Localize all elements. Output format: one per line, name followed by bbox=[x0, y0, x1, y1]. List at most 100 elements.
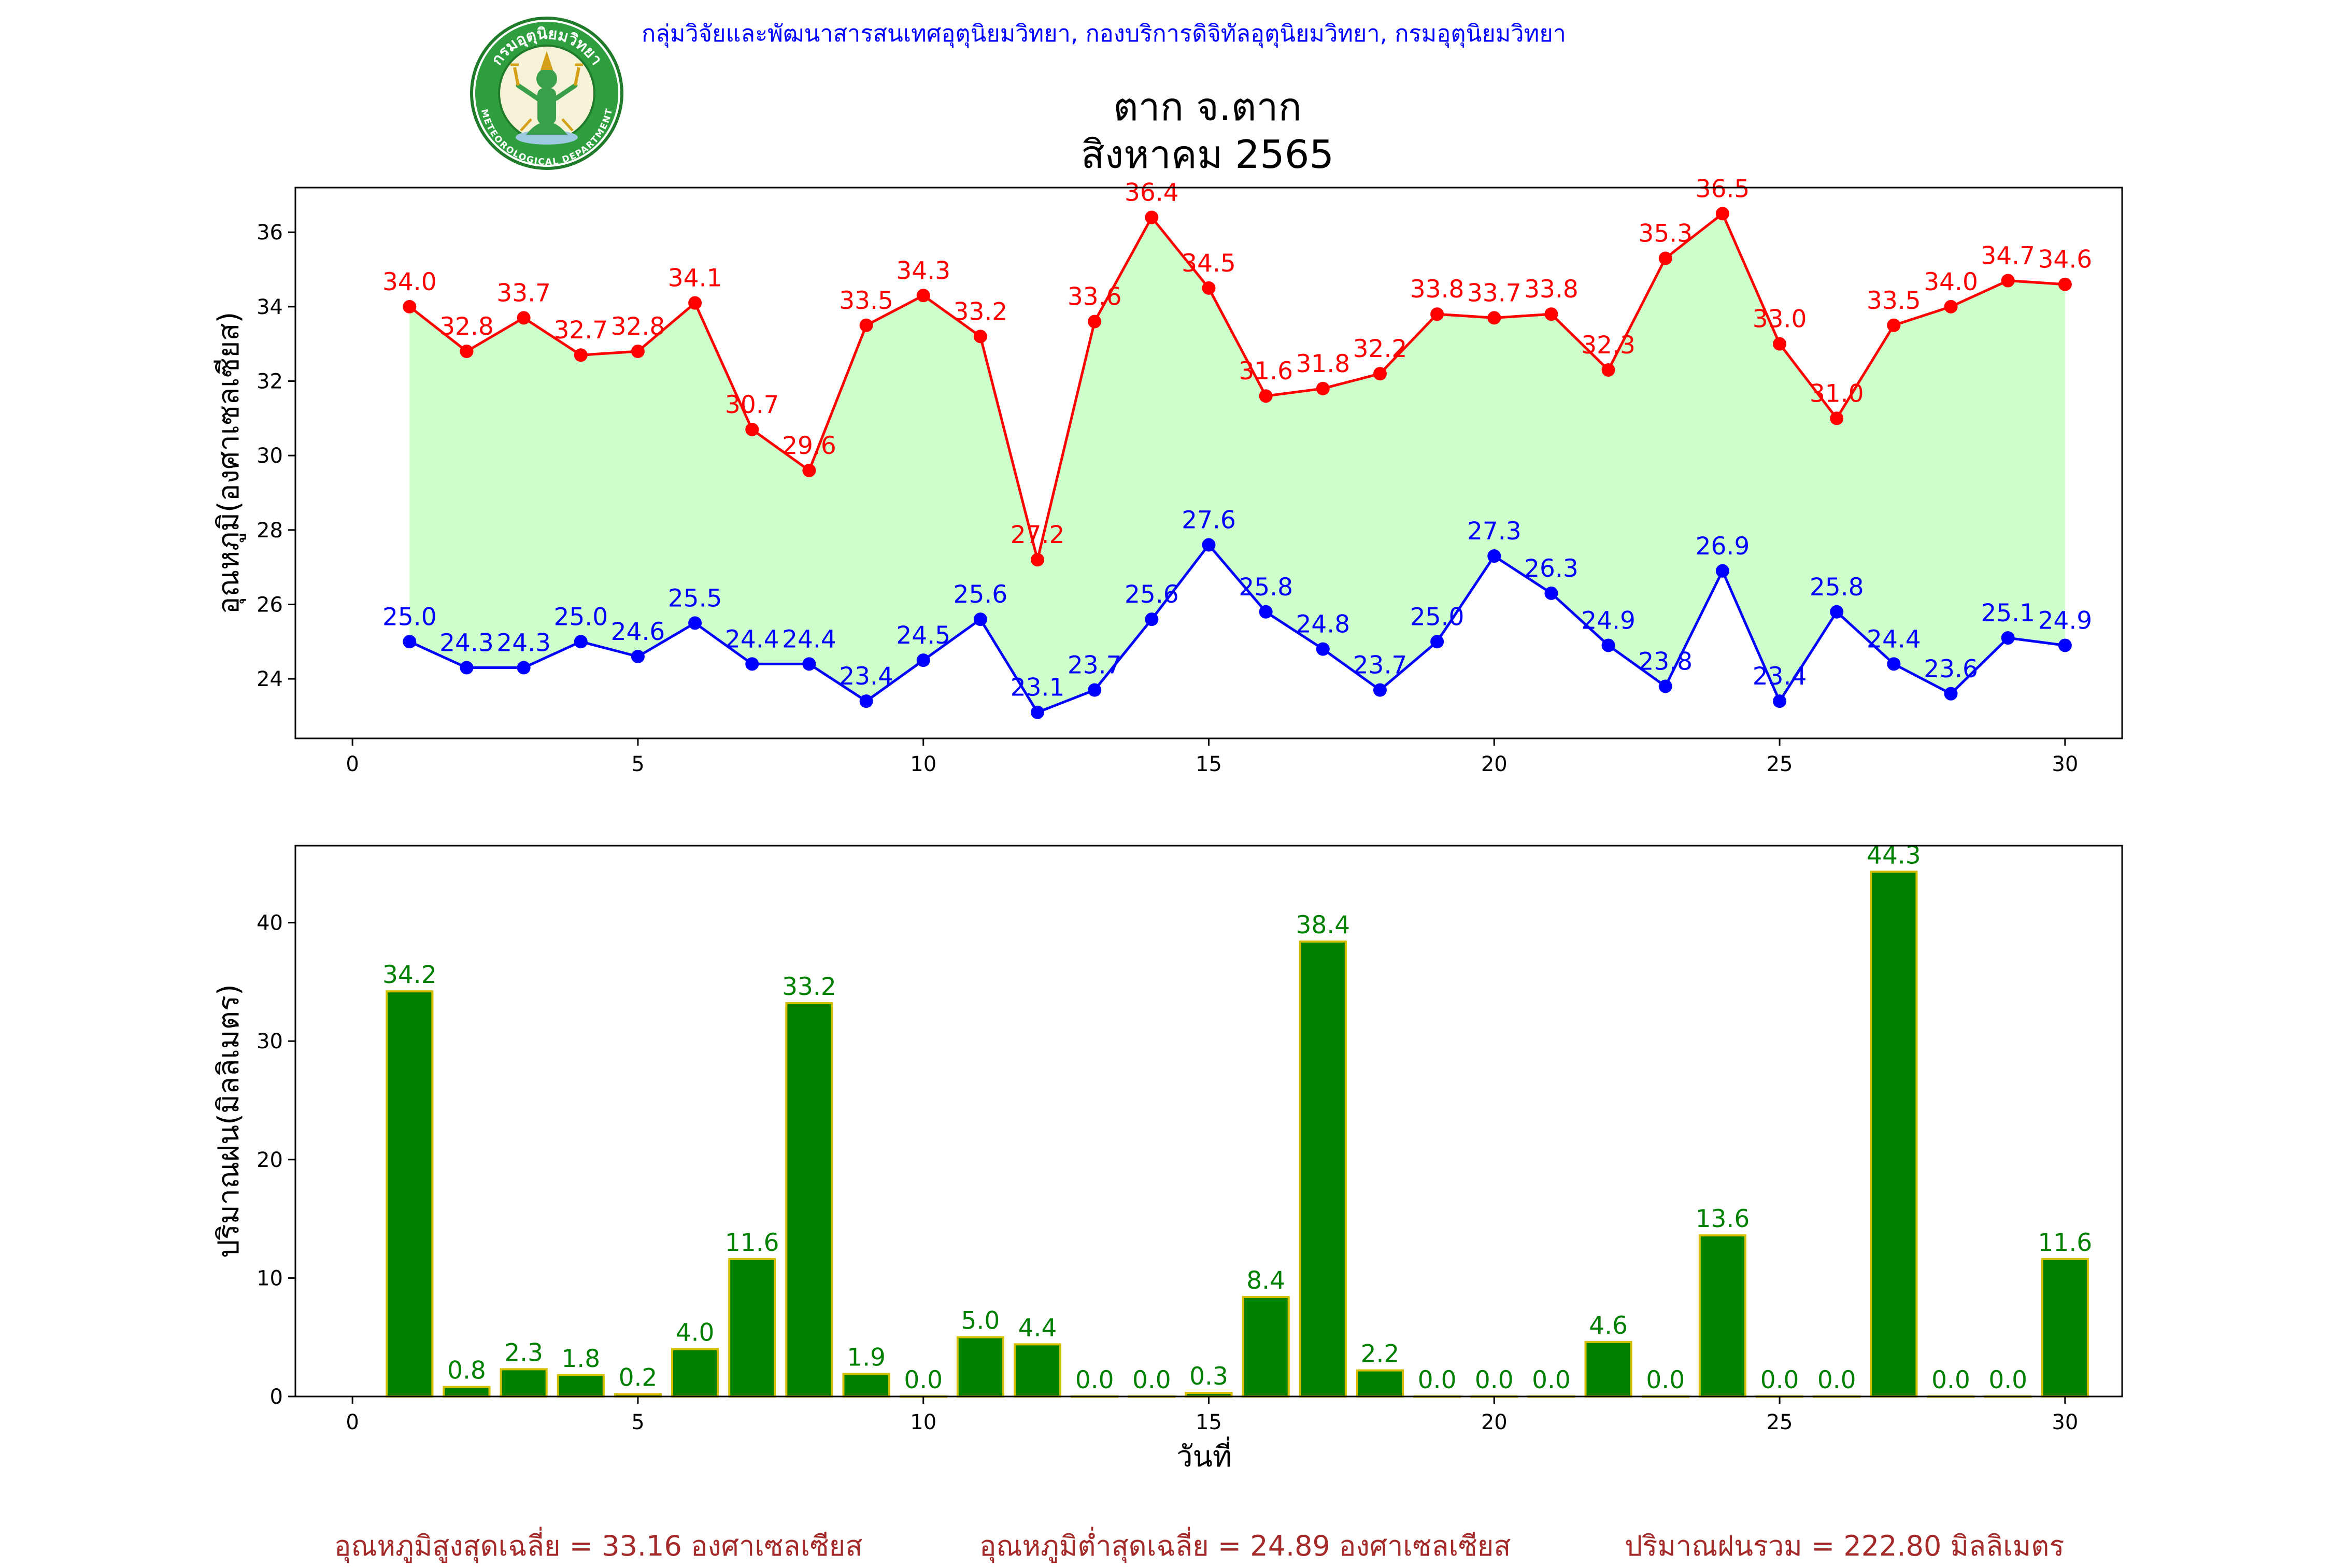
temperature-y-tick-label: 36 bbox=[257, 221, 283, 245]
min-temp-label: 25.6 bbox=[1125, 580, 1179, 609]
rainfall-bar bbox=[1870, 871, 1918, 1398]
max-temp-label: 34.5 bbox=[1182, 249, 1236, 278]
min-temp-point bbox=[2058, 638, 2072, 652]
rainfall-y-tick-label: 10 bbox=[257, 1266, 283, 1290]
rainfall-label: 33.2 bbox=[782, 973, 836, 1001]
max-temp-point bbox=[2058, 277, 2072, 291]
report-period: สิงหาคม 2565 bbox=[1080, 132, 1334, 177]
min-temp-label: 24.3 bbox=[439, 629, 494, 658]
temperature-y-tick-label: 30 bbox=[257, 444, 283, 468]
avg-max-temp-summary: อุณหภูมิสูงสุดเฉลี่ย = 33.16 องศาเซลเซีย… bbox=[334, 1530, 863, 1562]
max-temp-label: 34.6 bbox=[2038, 246, 2093, 274]
temperature-y-tick-label: 24 bbox=[257, 667, 283, 691]
max-temp-point bbox=[1430, 307, 1444, 321]
min-temp-label: 26.3 bbox=[1524, 554, 1579, 583]
max-temp-label: 32.3 bbox=[1581, 331, 1636, 360]
rainfall-bar bbox=[2041, 1258, 2089, 1398]
max-temp-point bbox=[802, 463, 816, 477]
max-temp-point bbox=[1658, 251, 1672, 265]
min-temp-point bbox=[745, 657, 759, 671]
temperature-y-tick-label: 26 bbox=[257, 593, 283, 617]
rainfall-x-tick-label: 10 bbox=[910, 1410, 936, 1434]
chart-title: ตาก จ.ตาก สิงหาคม 2565 bbox=[948, 83, 1467, 178]
temperature-x-tick-label: 5 bbox=[631, 752, 644, 776]
max-temp-point bbox=[916, 289, 930, 303]
min-temp-label: 24.6 bbox=[611, 618, 665, 646]
min-temp-label: 24.9 bbox=[1581, 606, 1636, 635]
max-temp-label: 31.8 bbox=[1296, 350, 1350, 378]
min-temp-point bbox=[916, 653, 930, 667]
max-temp-label: 32.8 bbox=[439, 312, 494, 341]
rainfall-label: 2.2 bbox=[1361, 1340, 1400, 1369]
max-temp-label: 31.6 bbox=[1239, 357, 1293, 386]
max-temp-point bbox=[1601, 363, 1615, 377]
rainfall-bar bbox=[1299, 940, 1347, 1398]
rainfall-bar bbox=[500, 1368, 548, 1398]
min-temp-point bbox=[1031, 705, 1045, 719]
rainfall-x-tick-label: 5 bbox=[631, 1410, 644, 1434]
max-temp-point bbox=[2001, 274, 2015, 288]
min-temp-point bbox=[1773, 694, 1787, 708]
rainfall-x-tick-label: 0 bbox=[346, 1410, 359, 1434]
min-temp-point bbox=[1944, 687, 1958, 701]
rainfall-x-tick-label: 15 bbox=[1196, 1410, 1222, 1434]
min-temp-point bbox=[1316, 642, 1330, 656]
temperature-x-tick-label: 10 bbox=[910, 752, 936, 776]
rainfall-label: 2.3 bbox=[504, 1338, 543, 1367]
max-temp-point bbox=[1316, 381, 1330, 395]
min-temp-label: 24.9 bbox=[2038, 606, 2093, 635]
rainfall-x-tick-label: 30 bbox=[2052, 1410, 2078, 1434]
min-temp-point bbox=[688, 616, 702, 630]
max-temp-label: 33.7 bbox=[1467, 279, 1522, 307]
min-temp-point bbox=[1202, 538, 1216, 552]
rainfall-label: 34.2 bbox=[382, 961, 437, 989]
min-temp-point bbox=[574, 635, 588, 649]
temperature-x-tick-label: 30 bbox=[2052, 752, 2078, 776]
rainfall-label: 0.0 bbox=[904, 1366, 943, 1394]
min-temp-label: 24.4 bbox=[725, 625, 779, 653]
max-temp-point bbox=[1944, 300, 1958, 313]
max-temp-point bbox=[1773, 337, 1787, 351]
temperature-y-tick-label: 34 bbox=[257, 295, 283, 319]
station-name: ตาก จ.ตาก bbox=[1113, 84, 1302, 130]
max-temp-label: 33.5 bbox=[839, 287, 893, 315]
max-temp-label: 31.0 bbox=[1810, 379, 1864, 408]
max-temp-label: 36.4 bbox=[1125, 178, 1179, 207]
min-temp-label: 24.4 bbox=[782, 625, 836, 653]
rainfall-label: 0.0 bbox=[1817, 1366, 1856, 1394]
max-temp-label: 27.2 bbox=[1011, 521, 1065, 549]
rainfall-label: 1.9 bbox=[847, 1344, 886, 1372]
rainfall-bar bbox=[842, 1373, 890, 1398]
temperature-y-axis-label: อุณหภูมิ(องศาเซลเซียส) bbox=[212, 312, 246, 615]
max-temp-point bbox=[1373, 367, 1387, 381]
min-temp-label: 25.6 bbox=[954, 580, 1008, 609]
min-temp-point bbox=[403, 635, 417, 649]
rainfall-label: 11.6 bbox=[2038, 1229, 2093, 1257]
max-temp-point bbox=[1830, 411, 1844, 425]
min-temp-label: 24.8 bbox=[1296, 610, 1350, 639]
max-temp-label: 35.3 bbox=[1638, 219, 1693, 248]
max-temp-label: 32.8 bbox=[611, 312, 665, 341]
rainfall-y-axis-label: ปริมาณฝน(มิลลิเมตร) bbox=[212, 984, 246, 1258]
organization-caption: กลุ่มวิจัยและพัฒนาสารสนเทศอุตุนิยมวิทยา,… bbox=[642, 20, 1566, 47]
temperature-range-fill bbox=[409, 213, 2065, 712]
max-temp-point bbox=[973, 330, 987, 344]
min-temp-point bbox=[1601, 638, 1615, 652]
rainfall-label: 11.6 bbox=[725, 1229, 779, 1257]
min-temp-label: 27.6 bbox=[1182, 506, 1236, 535]
rainfall-x-axis-label: วันที่ bbox=[1176, 1436, 1232, 1474]
max-temp-point bbox=[1145, 210, 1159, 224]
max-temp-point bbox=[1088, 315, 1102, 329]
max-temp-label: 33.8 bbox=[1524, 275, 1579, 304]
max-temp-point bbox=[859, 318, 873, 332]
min-temp-label: 23.7 bbox=[1068, 651, 1122, 680]
rainfall-bar bbox=[785, 1002, 833, 1398]
min-temp-label: 24.5 bbox=[896, 621, 950, 650]
rainfall-y-tick-label: 20 bbox=[257, 1148, 283, 1172]
rainfall-bar bbox=[386, 990, 434, 1398]
min-temp-label: 27.3 bbox=[1467, 517, 1522, 546]
min-temp-label: 26.9 bbox=[1696, 532, 1750, 561]
min-temp-point bbox=[1145, 612, 1159, 626]
rainfall-label: 4.0 bbox=[676, 1319, 715, 1347]
